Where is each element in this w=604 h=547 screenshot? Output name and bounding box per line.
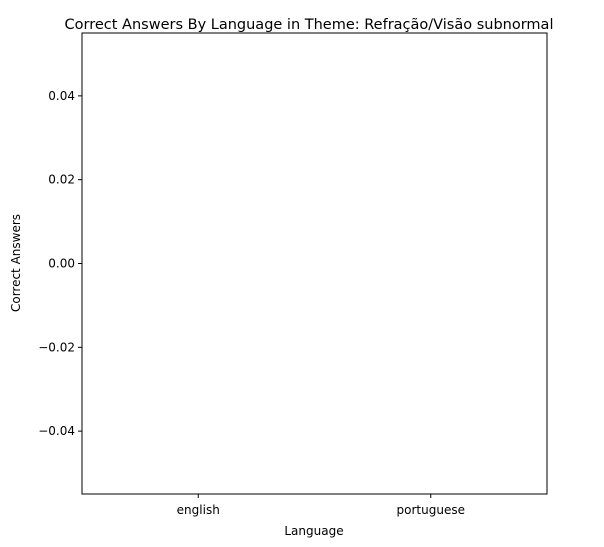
y-tick-label: −0.02 — [38, 340, 75, 354]
y-axis-label: Correct Answers — [9, 214, 23, 312]
y-tick-label: 0.00 — [48, 257, 75, 271]
plot-frame — [81, 32, 548, 495]
x-axis: english portuguese — [177, 494, 465, 517]
y-tick-label: 0.02 — [48, 173, 75, 187]
x-tick-label: portuguese — [397, 503, 465, 517]
y-axis: 0.04 0.02 0.00 −0.02 −0.04 — [38, 89, 82, 438]
x-tick-label: english — [177, 503, 220, 517]
y-tick-label: −0.04 — [38, 424, 75, 438]
chart-title: Correct Answers By Language in Theme: Re… — [65, 17, 554, 33]
y-tick-label: 0.04 — [48, 89, 75, 103]
x-axis-label: Language — [284, 524, 343, 538]
